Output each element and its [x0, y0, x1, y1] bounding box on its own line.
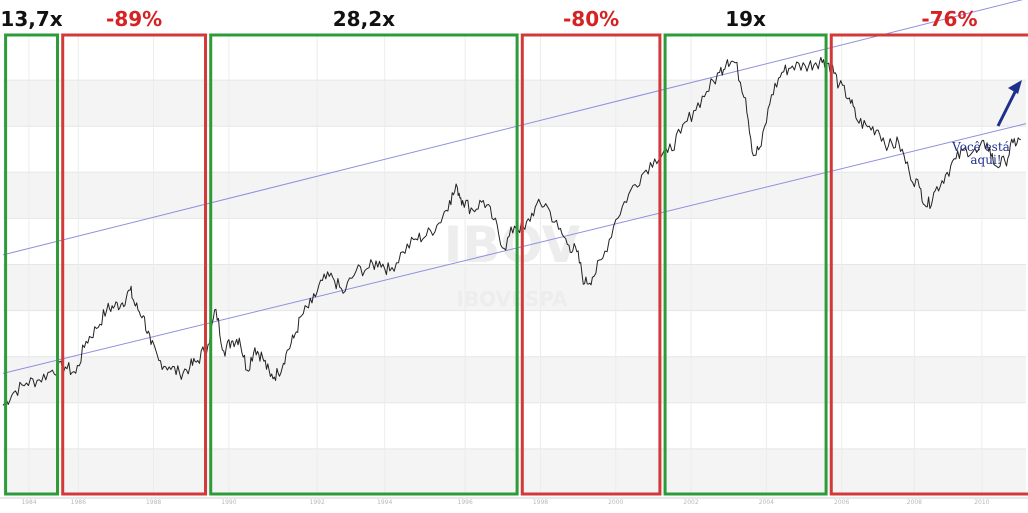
- x-tick-label: 2002: [683, 499, 698, 506]
- band: [3, 356, 1026, 403]
- period-box-1: [4, 33, 60, 496]
- annotation-arrow-head: [1008, 80, 1022, 94]
- period-label-1: 13,7x: [0, 7, 62, 31]
- price-line: [2, 56, 1021, 406]
- x-axis-ticks: 1984 1986 1988 1990 1992 1994 1996 1998 2000 2002…: [21, 499, 989, 506]
- x-tick-label: 2006: [834, 499, 849, 506]
- x-tick-label: 1990: [221, 499, 236, 506]
- period-label-5: 19x: [725, 7, 766, 31]
- x-tick-label: 1998: [533, 499, 548, 506]
- x-tick-label: 1986: [71, 499, 86, 506]
- period-label-3: 28,2x: [333, 7, 395, 31]
- band: [3, 80, 1026, 127]
- period-box-6: [829, 33, 1028, 496]
- x-tick-label: 1994: [377, 499, 392, 506]
- channel-line-upper: [2, 0, 1024, 256]
- annotation-line-1: Você está: [951, 140, 1010, 154]
- price-series: [2, 56, 1021, 406]
- annotation: Você está aqui!: [951, 80, 1022, 167]
- x-tick-label: 1996: [458, 499, 473, 506]
- x-tick-label: 1988: [146, 499, 161, 506]
- annotation-line-2: aqui!: [970, 153, 1001, 167]
- watermark-subtitle: IBOVESPA: [457, 287, 569, 311]
- trend-channel: [2, 0, 1027, 374]
- watermark-title: IBOV: [444, 216, 581, 274]
- annotation-arrow-shaft: [996, 85, 1020, 127]
- background-bands: [3, 80, 1026, 495]
- grid-lines: [0, 33, 1028, 499]
- x-tick-label: 1992: [310, 499, 325, 506]
- band: [3, 448, 1026, 495]
- period-box-3: [209, 33, 519, 496]
- channel-line-lower: [2, 123, 1027, 374]
- x-tick-label: 2010: [974, 499, 989, 506]
- x-tick-label: 2000: [608, 499, 623, 506]
- band: [3, 264, 1026, 311]
- period-box-2: [61, 33, 208, 496]
- period-boxes: 13,7x-89%28,2x-80%19x-76%2,3x: [0, 7, 1028, 496]
- period-box-4: [520, 33, 662, 496]
- band: [3, 172, 1026, 219]
- x-tick-label: 1984: [21, 499, 36, 506]
- period-label-4: -80%: [563, 7, 619, 31]
- period-box-5: [663, 33, 828, 496]
- period-label-6: -76%: [921, 7, 977, 31]
- x-tick-label: 2004: [759, 499, 774, 506]
- x-tick-label: 2008: [907, 499, 922, 506]
- period-label-2: -89%: [106, 7, 162, 31]
